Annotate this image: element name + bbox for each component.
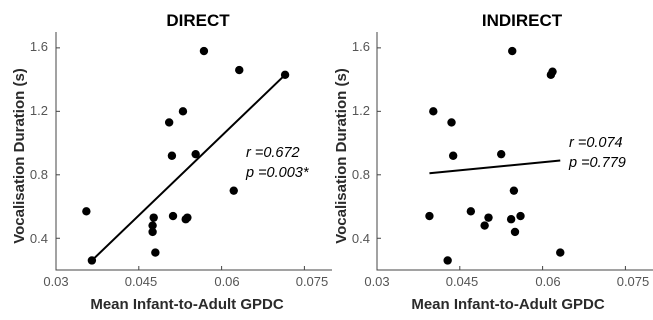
indirect-data-point-4 — [448, 151, 458, 160]
direct-y-tick-0: 0.4 — [30, 231, 48, 246]
direct-y-axis-label: Vocalisation Duration (s) — [11, 68, 28, 244]
indirect-data-point-10 — [508, 46, 517, 56]
direct-data-point-5 — [151, 248, 160, 257]
indirect-data-point-2 — [443, 256, 452, 265]
direct-y-tick-2: 1.2 — [30, 103, 48, 118]
direct-x-tick-2: 0.06 — [214, 274, 239, 289]
direct-data-point-15 — [235, 65, 244, 75]
direct-data-point-2 — [148, 227, 157, 237]
direct-data-point-12 — [191, 149, 200, 159]
indirect-x-tick-1: 0.045 — [446, 274, 479, 289]
indirect-data-point-8 — [497, 149, 506, 159]
indirect-data-point-15 — [548, 67, 557, 76]
direct-x-tick-0: 0.03 — [43, 274, 68, 289]
direct-y-tick-3: 1.6 — [30, 39, 48, 54]
direct-data-point-4 — [149, 213, 158, 222]
indirect-y-tick-2: 1.2 — [352, 103, 370, 118]
indirect-title: INDIRECT — [482, 11, 563, 30]
indirect-x-tick-3: 0.075 — [617, 274, 650, 289]
direct-data-point-1 — [87, 256, 97, 265]
indirect-data-point-7 — [484, 213, 493, 222]
indirect-regression-line — [429, 159, 561, 175]
direct-data-point-0 — [82, 207, 91, 216]
direct-regression-line — [91, 74, 286, 262]
direct-x-axis-label: Mean Infant-to-Adult GPDC — [90, 296, 283, 313]
direct-data-point-14 — [229, 186, 238, 195]
indirect-data-point-1 — [429, 107, 438, 116]
indirect-data-point-12 — [510, 227, 520, 237]
direct-data-point-11 — [178, 107, 188, 116]
indirect-r-annotation: r =0.074 — [569, 135, 623, 151]
direct-data-point-8 — [168, 211, 178, 221]
direct-x-tick-3: 0.075 — [296, 274, 329, 289]
direct-r-annotation: r =0.672 — [246, 145, 300, 161]
indirect-data-point-16 — [556, 248, 565, 257]
indirect-x-axis-label: Mean Infant-to-Adult GPDC — [411, 296, 604, 313]
direct-data-point-10 — [183, 213, 192, 222]
direct-data-point-13 — [199, 46, 209, 56]
indirect-data-point-5 — [466, 207, 476, 216]
direct-data-point-3 — [148, 221, 157, 230]
indirect-panel: INDIRECT Vocalisation Duration (s) Mean … — [333, 11, 653, 313]
indirect-data-point-11 — [509, 186, 519, 195]
indirect-data-point-6 — [480, 221, 489, 230]
direct-p-annotation: p =0.003* — [245, 165, 310, 181]
direct-data-point-6 — [164, 118, 174, 127]
indirect-data-point-9 — [506, 215, 516, 224]
indirect-y-tick-0: 0.4 — [352, 231, 370, 246]
direct-x-tick-1: 0.045 — [125, 274, 158, 289]
direct-data-point-16 — [280, 70, 290, 80]
indirect-data-point-13 — [516, 211, 525, 221]
indirect-data-point-0 — [425, 211, 434, 221]
direct-data-point-7 — [167, 151, 177, 160]
indirect-x-tick-2: 0.06 — [535, 274, 560, 289]
indirect-y-tick-1: 0.8 — [352, 167, 370, 182]
indirect-y-axis-label: Vocalisation Duration (s) — [333, 68, 350, 244]
direct-y-tick-1: 0.8 — [30, 167, 48, 182]
indirect-y-tick-3: 1.6 — [352, 39, 370, 54]
indirect-data-point-3 — [447, 118, 456, 127]
indirect-x-tick-0: 0.03 — [364, 274, 389, 289]
indirect-p-annotation: p =0.779 — [568, 155, 626, 171]
direct-panel: DIRECT Vocalisation Duration (s) Mean In… — [11, 11, 332, 313]
direct-title: DIRECT — [166, 11, 230, 30]
